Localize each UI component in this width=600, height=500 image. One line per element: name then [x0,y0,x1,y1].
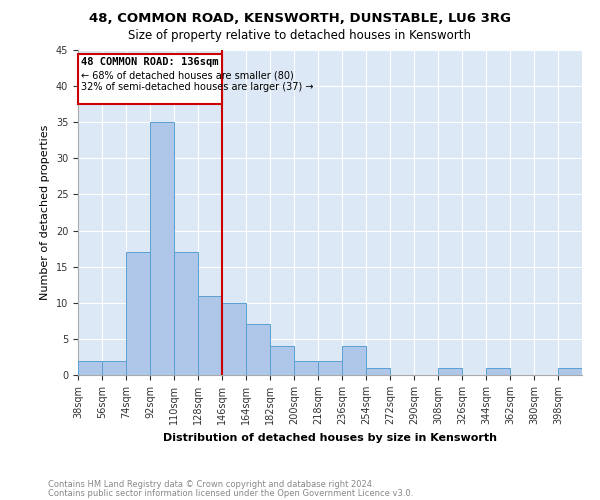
Bar [342,346,366,375]
Text: Size of property relative to detached houses in Kensworth: Size of property relative to detached ho… [128,29,472,42]
Bar [438,368,462,375]
Bar [486,368,510,375]
X-axis label: Distribution of detached houses by size in Kensworth: Distribution of detached houses by size … [163,432,497,442]
Bar [318,360,342,375]
Text: ← 68% of detached houses are smaller (80): ← 68% of detached houses are smaller (80… [80,70,293,80]
Text: 48 COMMON ROAD: 136sqm: 48 COMMON ROAD: 136sqm [81,57,219,67]
Bar [294,360,318,375]
Bar [222,303,246,375]
Bar [270,346,294,375]
Bar [126,252,150,375]
Bar [558,368,582,375]
Bar [102,360,126,375]
Bar [78,360,102,375]
Text: Contains public sector information licensed under the Open Government Licence v3: Contains public sector information licen… [48,488,413,498]
Bar [174,252,198,375]
Bar [198,296,222,375]
Text: Contains HM Land Registry data © Crown copyright and database right 2024.: Contains HM Land Registry data © Crown c… [48,480,374,489]
Y-axis label: Number of detached properties: Number of detached properties [40,125,50,300]
Bar [150,122,174,375]
FancyBboxPatch shape [78,54,222,104]
Text: 32% of semi-detached houses are larger (37) →: 32% of semi-detached houses are larger (… [80,82,313,92]
Text: 48, COMMON ROAD, KENSWORTH, DUNSTABLE, LU6 3RG: 48, COMMON ROAD, KENSWORTH, DUNSTABLE, L… [89,12,511,26]
Bar [366,368,390,375]
Bar [246,324,270,375]
